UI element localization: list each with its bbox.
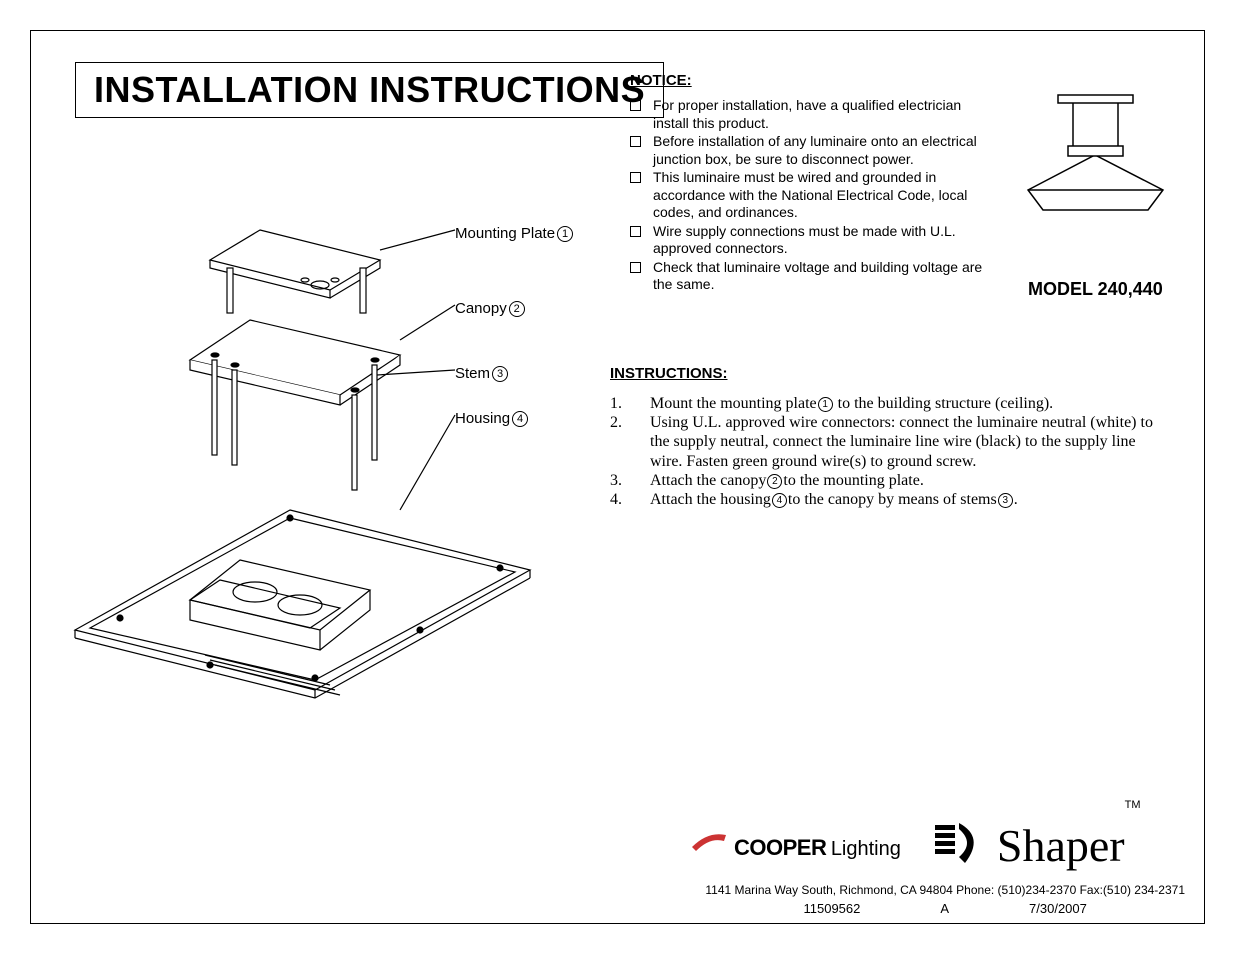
logo-row: COOPER Lighting ShaperTM <box>690 810 1180 880</box>
callout-number-icon: 4 <box>512 411 528 427</box>
product-thumbnail <box>1013 80 1178 260</box>
callout-label: Housing4 <box>455 410 528 427</box>
footer-address: 1141 Marina Way South, Richmond, CA 9480… <box>705 883 1185 897</box>
callout-text: Canopy <box>455 300 507 317</box>
checkbox-icon <box>630 172 641 183</box>
instruction-number: 4 <box>610 490 650 509</box>
notice-item: Wire supply connections must be made wit… <box>630 223 1000 258</box>
checkbox-icon <box>630 100 641 111</box>
callout-number-icon: 3 <box>492 366 508 382</box>
callout-label: Stem3 <box>455 365 508 382</box>
cooper-sub: Lighting <box>831 838 901 860</box>
notice-item: This luminaire must be wired and grounde… <box>630 169 1000 222</box>
diagram-svg <box>60 200 580 800</box>
callout-text: Housing <box>455 410 510 427</box>
instruction-number: 3 <box>610 471 650 490</box>
callout-number-icon: 2 <box>509 301 525 317</box>
notice-list: For proper installation, have a qualifie… <box>630 97 1000 294</box>
inline-number-icon: 1 <box>818 397 833 412</box>
instruction-text: Attach the housing4to the canopy by mean… <box>650 490 1018 509</box>
notice-text: This luminaire must be wired and grounde… <box>653 169 1000 222</box>
instruction-text: Attach the canopy2to the mounting plate. <box>650 471 924 490</box>
callout-label: Mounting Plate1 <box>455 225 573 242</box>
shaper-tm: TM <box>1125 799 1141 811</box>
instruction-item: 4Attach the housing4to the canopy by mea… <box>610 490 1170 509</box>
footer-docnum: 11509562 <box>803 901 860 916</box>
instruction-item: 1Mount the mounting plate1 to the buildi… <box>610 394 1170 413</box>
cooper-swoosh-icon <box>690 829 728 860</box>
instruction-number: 2 <box>610 413 650 432</box>
checkbox-icon <box>630 226 641 237</box>
notice-heading: NOTICE: <box>630 72 1000 89</box>
footer: 1141 Marina Way South, Richmond, CA 9480… <box>705 883 1185 916</box>
notice-text: Check that luminaire voltage and buildin… <box>653 259 1000 294</box>
model-label: MODEL 240,440 <box>1028 279 1163 300</box>
callout-text: Stem <box>455 365 490 382</box>
notice-item: For proper installation, have a qualifie… <box>630 97 1000 132</box>
notice-text: Before installation of any luminaire ont… <box>653 133 1000 168</box>
shaper-logo: ShaperTM <box>931 819 1141 872</box>
instruction-item: 2Using U.L. approved wire connectors: co… <box>610 413 1170 471</box>
title-box: INSTALLATION INSTRUCTIONS <box>75 62 664 118</box>
callout-label: Canopy2 <box>455 300 525 317</box>
instructions-section: INSTRUCTIONS: 1Mount the mounting plate1… <box>610 365 1170 509</box>
shaper-mark-icon <box>931 819 987 872</box>
notice-text: For proper installation, have a qualifie… <box>653 97 1000 132</box>
inline-number-icon: 3 <box>998 493 1013 508</box>
cooper-logo: COOPER Lighting <box>690 829 901 861</box>
checkbox-icon <box>630 136 641 147</box>
inline-number-icon: 4 <box>772 493 787 508</box>
cooper-text: COOPER <box>734 835 826 860</box>
checkbox-icon <box>630 262 641 273</box>
instruction-item: 3Attach the canopy2to the mounting plate… <box>610 471 1170 490</box>
callout-number-icon: 1 <box>557 226 573 242</box>
shaper-text: Shaper <box>997 820 1125 871</box>
instruction-text: Using U.L. approved wire connectors: con… <box>650 413 1170 471</box>
notice-item: Check that luminaire voltage and buildin… <box>630 259 1000 294</box>
footer-date: 7/30/2007 <box>1029 901 1087 916</box>
notice-text: Wire supply connections must be made wit… <box>653 223 1000 258</box>
callout-text: Mounting Plate <box>455 225 555 242</box>
notice-section: NOTICE: For proper installation, have a … <box>630 72 1000 295</box>
instructions-heading: INSTRUCTIONS: <box>610 365 1170 382</box>
exploded-diagram: Mounting Plate1 Canopy2 Stem3 Housing4 <box>60 200 580 800</box>
footer-rev: A <box>940 901 949 916</box>
instructions-list: 1Mount the mounting plate1 to the buildi… <box>610 394 1170 509</box>
inline-number-icon: 2 <box>767 474 782 489</box>
notice-item: Before installation of any luminaire ont… <box>630 133 1000 168</box>
page-title: INSTALLATION INSTRUCTIONS <box>94 69 645 111</box>
instruction-text: Mount the mounting plate1 to the buildin… <box>650 394 1053 413</box>
instruction-number: 1 <box>610 394 650 413</box>
